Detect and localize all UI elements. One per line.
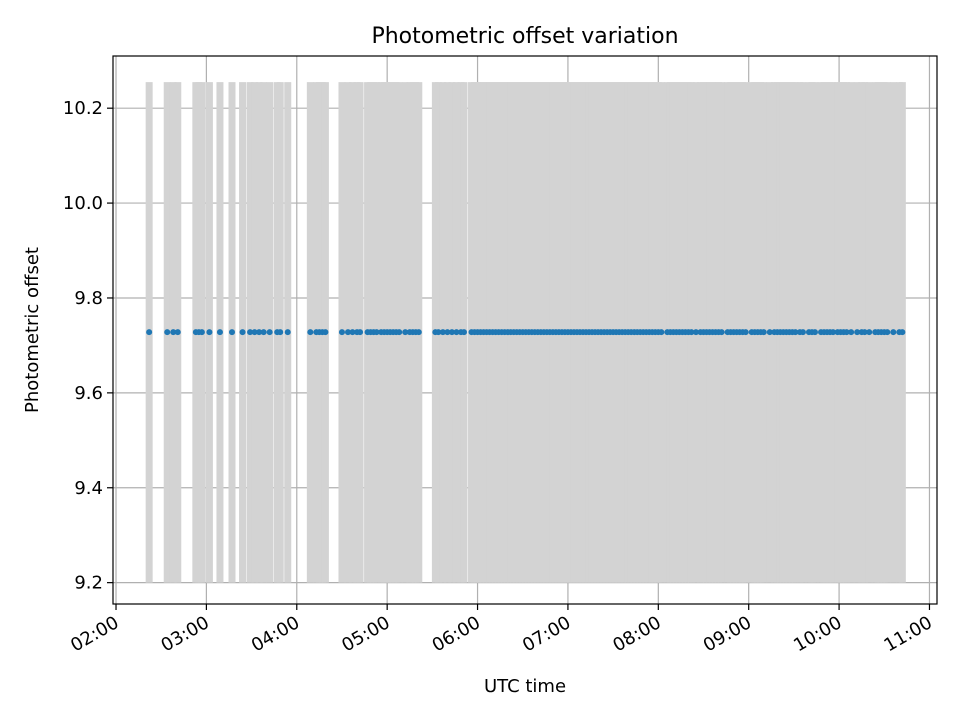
data-point bbox=[146, 329, 153, 336]
y-axis-ticks: 9.2 9.4 9.6 9.8 10.0 10.2 bbox=[63, 98, 113, 594]
data-point bbox=[170, 329, 177, 336]
data-point bbox=[247, 329, 254, 336]
chart-title: Photometric offset variation bbox=[371, 24, 678, 49]
data-points bbox=[146, 329, 906, 336]
data-point bbox=[174, 329, 181, 336]
data-point bbox=[239, 329, 246, 336]
data-point bbox=[322, 329, 329, 336]
plot-frame bbox=[112, 55, 938, 605]
data-point bbox=[884, 329, 891, 336]
data-point bbox=[811, 329, 818, 336]
data-point bbox=[439, 329, 446, 336]
data-point bbox=[460, 329, 467, 336]
x-axis-label: UTC time bbox=[484, 676, 566, 697]
y-tick-label: 10.2 bbox=[63, 98, 103, 119]
data-point bbox=[402, 329, 409, 336]
data-point bbox=[830, 329, 837, 336]
data-point bbox=[760, 329, 767, 336]
data-point bbox=[742, 329, 749, 336]
data-point bbox=[890, 329, 897, 336]
data-point bbox=[843, 329, 850, 336]
y-tick-label: 9.2 bbox=[74, 573, 103, 594]
data-point bbox=[198, 329, 205, 336]
data-point bbox=[357, 329, 364, 336]
data-point bbox=[866, 329, 873, 336]
data-point bbox=[688, 329, 695, 336]
data-point bbox=[307, 329, 314, 336]
data-point bbox=[206, 329, 213, 336]
data-point bbox=[349, 329, 356, 336]
data-point bbox=[229, 329, 236, 336]
data-point bbox=[373, 329, 380, 336]
data-point bbox=[251, 329, 258, 336]
data-point bbox=[899, 329, 906, 336]
data-point bbox=[861, 329, 868, 336]
data-point bbox=[266, 329, 273, 336]
data-point bbox=[344, 329, 351, 336]
data-point bbox=[216, 329, 223, 336]
y-tick-label: 9.4 bbox=[74, 478, 103, 499]
y-tick-label: 9.8 bbox=[74, 288, 103, 309]
data-point bbox=[415, 329, 422, 336]
data-point bbox=[396, 329, 403, 336]
y-tick-label: 9.6 bbox=[74, 383, 103, 404]
data-point bbox=[658, 329, 665, 336]
data-point bbox=[435, 329, 442, 336]
y-tick-label: 10.0 bbox=[63, 193, 103, 214]
data-point bbox=[448, 329, 455, 336]
y-axis-label: Photometric offset bbox=[22, 247, 43, 413]
data-point bbox=[164, 329, 171, 336]
data-point bbox=[444, 329, 451, 336]
data-point bbox=[692, 329, 699, 336]
data-point bbox=[799, 329, 806, 336]
data-point bbox=[453, 329, 460, 336]
data-point bbox=[848, 329, 855, 336]
data-point bbox=[277, 329, 284, 336]
data-point bbox=[766, 329, 773, 336]
data-point bbox=[260, 329, 267, 336]
data-point bbox=[284, 329, 291, 336]
data-point bbox=[854, 329, 861, 336]
data-point bbox=[718, 329, 725, 336]
data-point bbox=[338, 329, 345, 336]
data-point bbox=[792, 329, 799, 336]
data-point bbox=[256, 329, 263, 336]
